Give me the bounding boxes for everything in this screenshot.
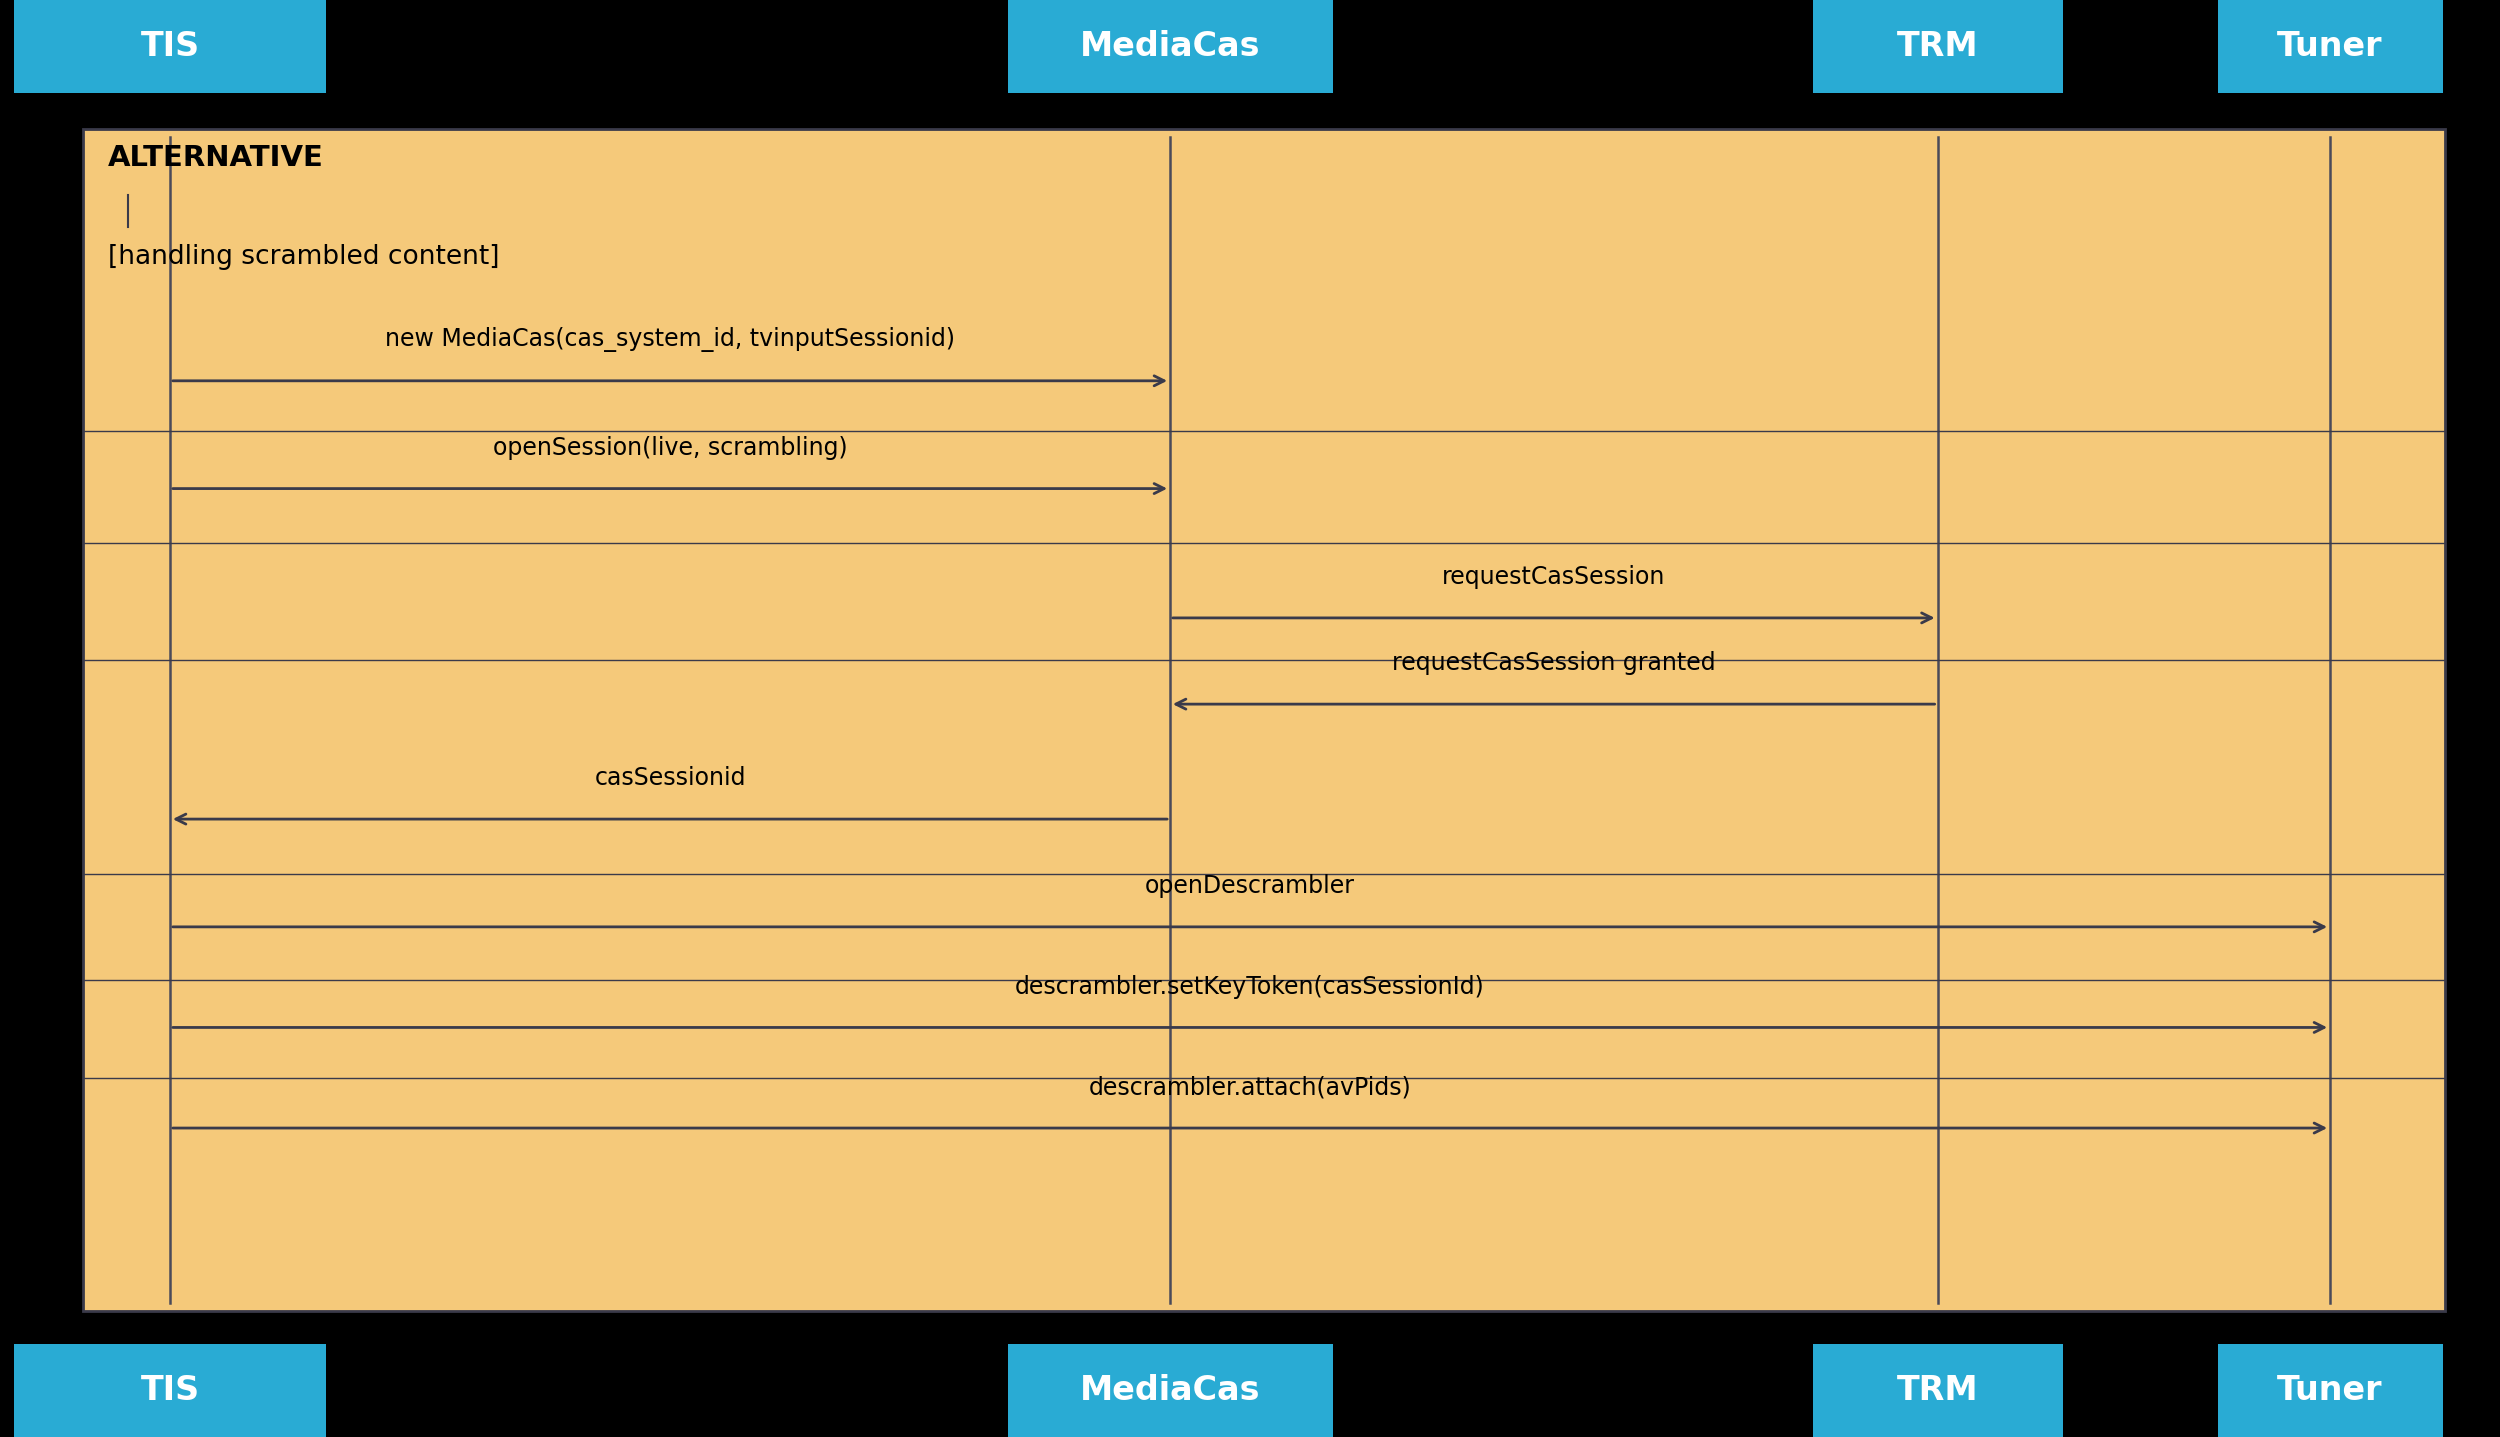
Bar xyxy=(1008,1344,1332,1437)
Text: [handling scrambled content]: [handling scrambled content] xyxy=(107,244,500,270)
Text: requestCasSession granted: requestCasSession granted xyxy=(1393,651,1715,675)
Text: casSessionid: casSessionid xyxy=(595,766,745,790)
Bar xyxy=(2218,0,2442,93)
Bar xyxy=(1812,0,2062,93)
Text: new MediaCas(cas_system_id, tvinputSessionid): new MediaCas(cas_system_id, tvinputSessi… xyxy=(385,328,955,352)
Text: ALTERNATIVE: ALTERNATIVE xyxy=(107,144,322,171)
Text: TRM: TRM xyxy=(1898,30,1978,63)
Text: TIS: TIS xyxy=(140,30,200,63)
Bar xyxy=(15,1344,325,1437)
Text: descrambler.setKeyToken(casSessionId): descrambler.setKeyToken(casSessionId) xyxy=(1015,974,1485,999)
Text: requestCasSession: requestCasSession xyxy=(1442,565,1665,589)
Text: MediaCas: MediaCas xyxy=(1080,1374,1260,1407)
Text: TRM: TRM xyxy=(1898,1374,1978,1407)
Text: openSession(live, scrambling): openSession(live, scrambling) xyxy=(492,435,848,460)
Bar xyxy=(15,0,325,93)
Text: Tuner: Tuner xyxy=(2278,30,2382,63)
Text: MediaCas: MediaCas xyxy=(1080,30,1260,63)
Text: openDescrambler: openDescrambler xyxy=(1145,874,1355,898)
Text: TIS: TIS xyxy=(140,1374,200,1407)
Bar xyxy=(1812,1344,2062,1437)
Bar xyxy=(2218,1344,2442,1437)
Text: descrambler.attach(avPids): descrambler.attach(avPids) xyxy=(1088,1075,1412,1099)
Bar xyxy=(1008,0,1332,93)
Bar xyxy=(82,129,2445,1311)
Text: Tuner: Tuner xyxy=(2278,1374,2382,1407)
